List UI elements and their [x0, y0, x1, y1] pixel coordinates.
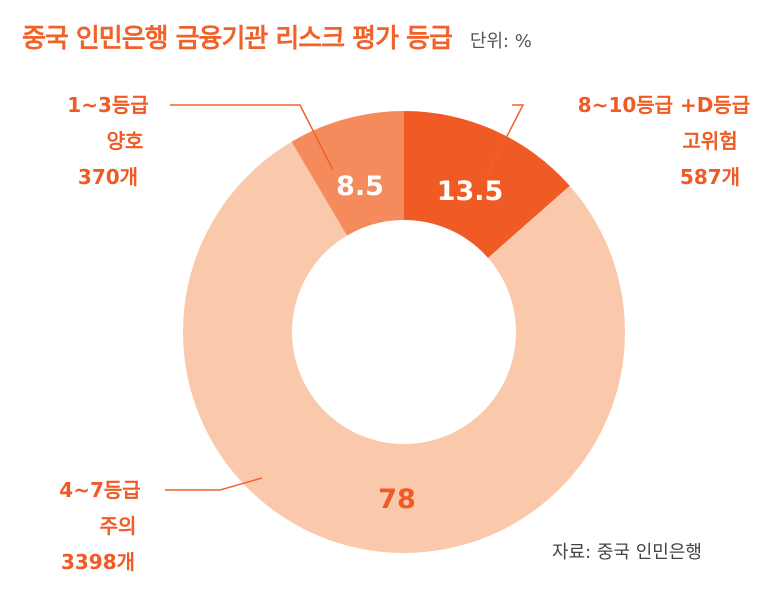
callout-high-risk-grade: 8~10등급 +D등급: [578, 93, 750, 117]
leader-line-caution: [165, 477, 263, 491]
leader-line-good: [170, 104, 334, 171]
callout-caution-count: 3398개: [61, 550, 135, 574]
slice-value-good: 8.5: [336, 171, 384, 202]
slice-value-caution: 78: [378, 484, 416, 515]
callout-high-risk-count: 587개: [680, 165, 740, 189]
slice-high-risk: [404, 111, 570, 258]
callout-good-grade: 1~3등급: [67, 93, 148, 117]
chart-title: 중국 인민은행 금융기관 리스크 평가 등급: [22, 24, 453, 54]
callout-high-risk: 8~10등급 +D등급 고위험 587개: [486, 93, 750, 189]
callout-caution-grade: 4~7등급: [59, 478, 140, 502]
callout-caution: 4~7등급 주의 3398개: [59, 477, 263, 574]
callout-good-count: 370개: [78, 165, 138, 189]
unit-label: 단위: %: [469, 31, 532, 52]
callout-high-risk-label: 고위험: [682, 129, 737, 153]
slice-value-labels: 13.5 78 8.5: [336, 171, 503, 515]
donut-slices: [183, 111, 626, 554]
callout-good-label: 양호: [107, 129, 144, 153]
source-note: 자료: 중국 인민은행: [552, 542, 702, 563]
chart-header: 중국 인민은행 금융기관 리스크 평가 등급 단위: %: [22, 18, 532, 55]
callout-good: 1~3등급 양호 370개: [67, 93, 334, 189]
leader-line-high-risk: [486, 104, 525, 176]
callout-caution-label: 주의: [100, 514, 137, 538]
slice-value-high-risk: 13.5: [437, 176, 504, 207]
slice-caution: [183, 141, 626, 554]
